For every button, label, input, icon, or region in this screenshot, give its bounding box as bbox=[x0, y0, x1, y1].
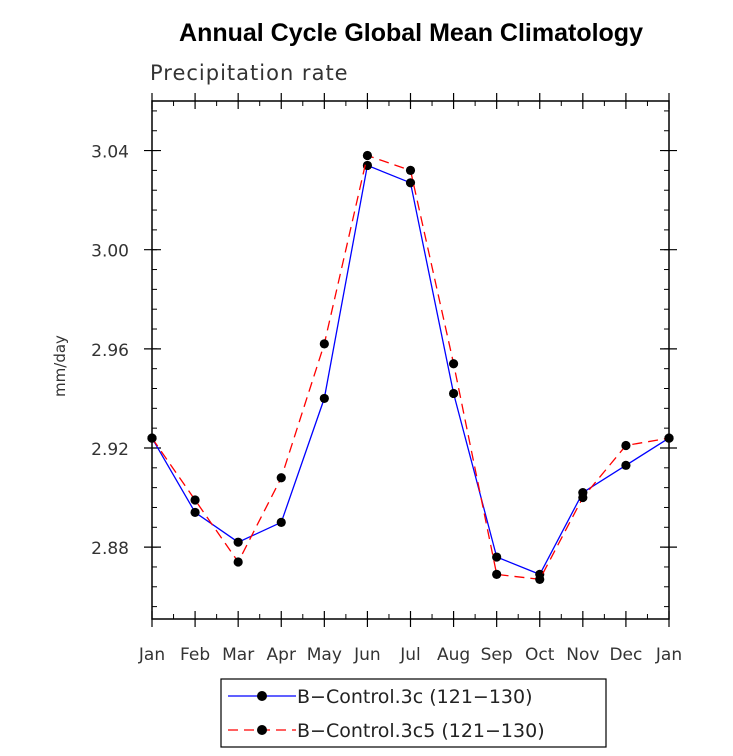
x-tick-label: Sep bbox=[481, 645, 513, 665]
data-point-series-1 bbox=[319, 393, 329, 404]
data-point-series-2 bbox=[664, 433, 674, 443]
x-tick-label: Dec bbox=[609, 645, 642, 665]
x-tick-label: Apr bbox=[267, 645, 296, 665]
y-tick-label: 3.04 bbox=[91, 143, 129, 163]
x-tick-label: Nov bbox=[566, 645, 599, 665]
series-line-2 bbox=[151, 154, 670, 580]
x-tick-label: Aug bbox=[437, 645, 470, 665]
series-line-1 bbox=[151, 164, 670, 576]
data-point-series-2 bbox=[578, 492, 588, 503]
series-layer bbox=[147, 150, 674, 584]
data-point-series-2 bbox=[362, 150, 373, 161]
y-tick-label: 3.00 bbox=[91, 242, 129, 262]
x-tick-label: Feb bbox=[180, 645, 210, 665]
data-point-series-2 bbox=[147, 433, 157, 443]
data-point-series-2 bbox=[492, 569, 502, 579]
data-point-series-1 bbox=[190, 507, 200, 518]
data-point-series-1 bbox=[621, 460, 631, 470]
data-point-series-2 bbox=[448, 359, 459, 369]
data-point-series-2 bbox=[190, 495, 200, 505]
legend-box bbox=[220, 678, 607, 748]
legend-marker-series-2 bbox=[257, 725, 267, 735]
data-point-series-2 bbox=[276, 473, 286, 483]
legend-marker-series-1 bbox=[257, 691, 267, 701]
x-tick-label: Oct bbox=[525, 645, 555, 665]
x-tick-label: Mar bbox=[222, 645, 254, 665]
x-tick-label: Jun bbox=[353, 645, 381, 665]
data-point-series-1 bbox=[405, 178, 416, 188]
data-point-series-1 bbox=[492, 552, 502, 562]
chart-subtitle: Precipitation rate bbox=[150, 61, 349, 85]
chart-title: Annual Cycle Global Mean Climatology bbox=[179, 19, 643, 47]
x-tick-labels: Jan Feb Mar Apr May Jun Jul Aug Sep Oct Nov Dec Jan bbox=[138, 645, 682, 665]
data-point-series-1 bbox=[233, 537, 243, 547]
x-tick-label: May bbox=[307, 645, 342, 665]
data-point-series-2 bbox=[319, 339, 329, 349]
legend: B−Control.3c (121−130) B−Control.3c5 (12… bbox=[220, 678, 607, 748]
data-point-series-2 bbox=[535, 574, 545, 584]
y-tick-labels: 2.88 2.92 2.96 3.00 3.04 bbox=[91, 143, 129, 560]
axis-ticks bbox=[144, 93, 677, 627]
data-point-series-1 bbox=[276, 517, 286, 527]
x-tick-label: Jul bbox=[399, 645, 421, 665]
y-axis-label: mm/day bbox=[51, 335, 69, 397]
legend-label-series-1: B−Control.3c (121−130) bbox=[297, 686, 533, 708]
data-point-series-2 bbox=[233, 557, 243, 567]
data-point-series-1 bbox=[448, 388, 459, 399]
y-tick-label: 2.88 bbox=[91, 539, 129, 559]
legend-label-series-2: B−Control.3c5 (121−130) bbox=[297, 720, 545, 742]
x-tick-label: Jan bbox=[138, 645, 165, 665]
y-tick-label: 2.92 bbox=[91, 440, 129, 460]
y-tick-label: 2.96 bbox=[91, 341, 129, 361]
x-tick-label: Jan bbox=[655, 645, 682, 665]
data-point-series-2 bbox=[405, 165, 416, 175]
data-point-series-2 bbox=[621, 440, 631, 451]
